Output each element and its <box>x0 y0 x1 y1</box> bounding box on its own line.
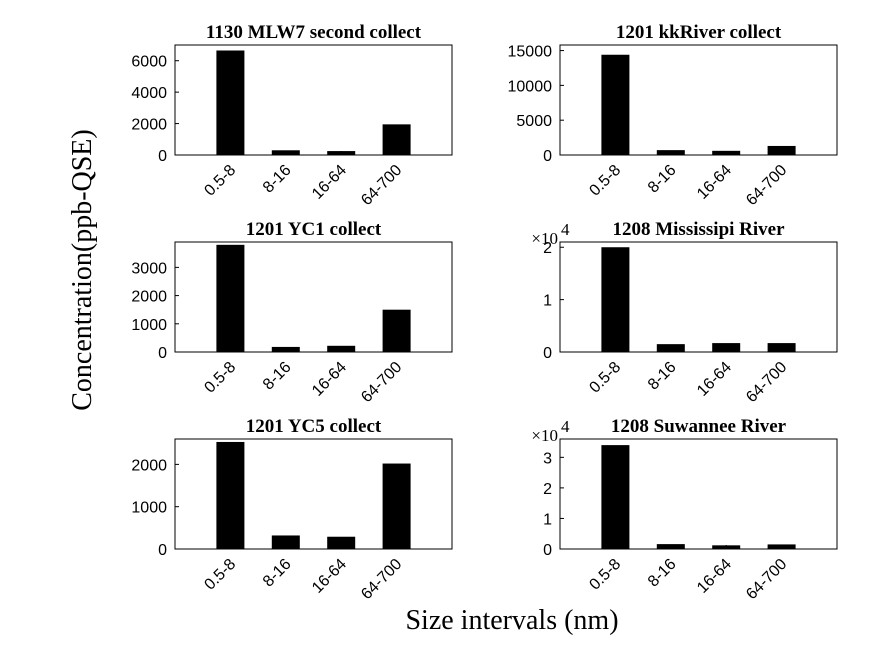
x-tick-label: 0.5-8 <box>201 359 239 397</box>
bar <box>601 54 630 155</box>
x-tick-label: 8-16 <box>645 359 680 394</box>
y-axis-multiplier: ×10 <box>531 229 558 248</box>
x-tick-label: 64-700 <box>358 556 405 603</box>
bar <box>712 343 741 352</box>
subplot-6: 1208 Suwannee River ×10 4 0 1 2 3 0.5-8 8-16 16-6… <box>531 416 838 603</box>
subplot-title: 1130 MLW7 second collect <box>206 22 422 43</box>
x-tick-label: 0.5-8 <box>586 556 624 594</box>
y-tick-label: 3000 <box>131 260 167 277</box>
subplot-title: 1208 Suwannee River <box>611 416 787 437</box>
axes-box <box>559 44 838 156</box>
figure-y-axis-label: Concentration(ppb-QSE) <box>67 129 98 411</box>
x-tick-label: 16-64 <box>309 162 350 203</box>
y-axis-multiplier-exponent: 4 <box>561 417 570 436</box>
y-tick-label: 5000 <box>516 113 552 130</box>
x-tick-label: 0.5-8 <box>586 359 624 397</box>
y-tick-label: 0 <box>158 148 167 165</box>
x-tick-label: 16-64 <box>694 556 735 597</box>
bar <box>271 535 300 549</box>
x-tick-label: 0.5-8 <box>201 162 239 200</box>
x-tick-label: 0.5-8 <box>586 162 624 200</box>
y-tick-label: 1000 <box>131 500 167 517</box>
x-tick-label: 8-16 <box>260 556 295 591</box>
x-tick-label: 64-700 <box>358 162 405 209</box>
axes-box <box>174 438 453 550</box>
subplot-title: 1201 kkRiver collect <box>616 22 782 43</box>
bar <box>601 247 630 352</box>
y-tick-label: 2000 <box>131 457 167 474</box>
x-tick-label: 8-16 <box>645 556 680 591</box>
bar <box>216 441 245 549</box>
y-tick-label: 1000 <box>131 317 167 334</box>
y-tick-label: 6000 <box>131 54 167 71</box>
bar <box>601 445 630 549</box>
bar <box>382 463 411 549</box>
axes-box <box>174 241 453 353</box>
subplot-title: 1201 YC5 collect <box>246 416 382 437</box>
y-tick-label: 4000 <box>131 85 167 102</box>
subplot-title: 1208 Mississipi River <box>612 219 785 240</box>
y-axis-multiplier: ×10 <box>531 426 558 445</box>
x-tick-label: 64-700 <box>743 359 790 406</box>
y-tick-label: 15000 <box>508 44 553 61</box>
y-tick-label: 2 <box>543 240 552 257</box>
y-tick-label: 0 <box>158 345 167 362</box>
x-tick-label: 64-700 <box>743 162 790 209</box>
subplot-grid: 1130 MLW7 second collect02000400060000.5… <box>131 22 838 603</box>
y-tick-label: 0 <box>543 542 552 559</box>
bar <box>216 50 245 155</box>
bar <box>382 124 411 155</box>
y-axis-multiplier-exponent: 4 <box>561 220 570 239</box>
x-tick-label: 16-64 <box>309 556 350 597</box>
y-tick-label: 0 <box>543 345 552 362</box>
y-tick-label: 0 <box>543 148 552 165</box>
x-tick-label: 16-64 <box>309 359 350 400</box>
x-tick-label: 64-700 <box>743 556 790 603</box>
y-tick-label: 1 <box>543 511 552 528</box>
x-tick-label: 0.5-8 <box>201 556 239 594</box>
x-tick-label: 64-700 <box>358 359 405 406</box>
subplot-1: 1130 MLW7 second collect 0 2000 4000 6000 0.5… <box>131 22 453 209</box>
y-tick-label: 10000 <box>508 78 553 95</box>
subplot-2: 1201 kkRiver collect 0 5000 10000 15000 0.5-8… <box>508 22 838 209</box>
bar <box>327 536 356 549</box>
subplot-5: 1201 YC5 collect 0 1000 2000 0.5-8 8-16 16-64 6… <box>131 416 453 603</box>
axes-box <box>174 44 453 156</box>
y-tick-label: 1 <box>543 293 552 310</box>
y-tick-label: 0 <box>158 542 167 559</box>
figure-x-axis-label: Size intervals (nm) <box>405 605 618 636</box>
y-tick-label: 2000 <box>131 117 167 134</box>
y-tick-label: 2 <box>543 481 552 498</box>
subplot-3: 1201 YC1 collect 0 1000 2000 3000 0.5-8 8-16 16… <box>131 219 453 406</box>
bar <box>382 309 411 352</box>
bar <box>216 244 245 352</box>
x-tick-label: 8-16 <box>260 359 295 394</box>
subplot-4: 1208 Mississipi River ×10 4 0 1 2 0.5-8 8-16 16-… <box>531 219 838 406</box>
axes-box <box>559 438 838 550</box>
y-tick-label: 3 <box>543 450 552 467</box>
subplot-title: 1201 YC1 collect <box>246 219 382 240</box>
bar <box>767 145 796 155</box>
axes-box <box>559 241 838 353</box>
x-tick-label: 16-64 <box>694 359 735 400</box>
y-tick-label: 2000 <box>131 289 167 306</box>
x-tick-label: 8-16 <box>260 162 295 197</box>
x-tick-label: 16-64 <box>694 162 735 203</box>
bar <box>767 343 796 352</box>
x-tick-label: 8-16 <box>645 162 680 197</box>
